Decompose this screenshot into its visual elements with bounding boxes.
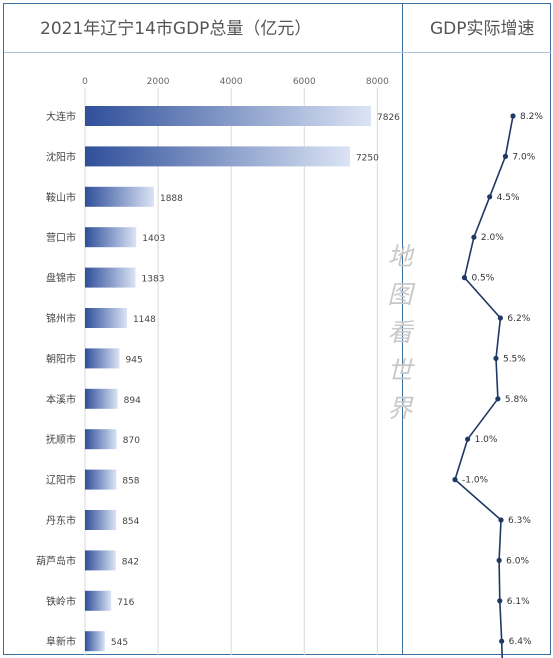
watermark-char: 地	[387, 242, 413, 271]
value-label: 7250	[356, 153, 379, 163]
growth-label: 6.0%	[506, 556, 529, 566]
growth-point	[465, 436, 471, 442]
bar	[85, 429, 117, 450]
value-label: 842	[122, 557, 139, 567]
category-label: 鞍山市	[46, 191, 76, 204]
growth-point	[498, 517, 504, 523]
category-label: 丹东市	[46, 514, 76, 527]
category-label: 葫芦岛市	[36, 554, 76, 567]
growth-label: 6.3%	[508, 516, 531, 526]
value-label: 854	[122, 517, 139, 527]
growth-point	[510, 113, 516, 119]
growth-label: -1.0%	[462, 476, 489, 486]
growth-point	[497, 315, 503, 321]
growth-point	[461, 275, 468, 281]
value-label: 716	[117, 598, 134, 608]
growth-point	[487, 194, 493, 200]
growth-label: 1.0%	[475, 435, 498, 445]
watermark-char: 看	[387, 318, 413, 347]
watermark-char: 世	[387, 356, 413, 385]
growth-point	[497, 598, 503, 604]
value-label: 858	[122, 477, 139, 487]
line-chart-title: GDP实际增速	[430, 19, 535, 39]
value-label: 1888	[160, 194, 183, 204]
watermark-char: 图	[387, 280, 413, 309]
bar	[85, 227, 137, 248]
growth-point	[471, 234, 477, 240]
growth-label: 5.8%	[505, 395, 528, 405]
growth-label: 6.2%	[507, 314, 530, 324]
x-tick-label: 0	[82, 77, 88, 87]
value-label: 894	[124, 396, 141, 406]
category-label: 辽阳市	[46, 474, 76, 487]
bar	[85, 631, 105, 652]
watermark: 地 图 看 世 界	[385, 238, 415, 428]
chart-frame	[3, 3, 551, 655]
category-label: 铁岭市	[46, 595, 76, 608]
category-label: 营口市	[46, 231, 76, 244]
growth-label: 0.5%	[471, 274, 494, 284]
growth-point	[502, 153, 509, 159]
value-label: 945	[126, 355, 143, 365]
growth-label: 6.1%	[507, 597, 530, 607]
category-label: 大连市	[46, 110, 76, 123]
growth-label: 6.4%	[509, 637, 532, 647]
bar	[85, 469, 117, 490]
x-tick-label: 6000	[293, 77, 316, 87]
growth-point	[452, 477, 458, 483]
category-label: 阜新市	[46, 635, 76, 648]
growth-label: 8.2%	[520, 112, 543, 122]
growth-point	[496, 557, 502, 564]
title-rule	[4, 52, 551, 53]
growth-point	[493, 355, 499, 361]
value-label: 7826	[377, 113, 400, 123]
bar	[85, 510, 117, 530]
growth-label: 5.5%	[503, 354, 526, 364]
category-label: 抚顺市	[46, 433, 76, 446]
bar	[85, 388, 118, 409]
value-label: 1383	[142, 275, 165, 285]
growth-label: 4.5%	[497, 193, 520, 203]
growth-label: 2.0%	[481, 233, 504, 243]
watermark-char: 界	[387, 394, 413, 423]
category-label: 沈阳市	[46, 150, 76, 163]
bar	[85, 590, 112, 611]
bar	[85, 186, 154, 207]
bar	[85, 550, 116, 571]
category-label: 盘锦市	[46, 272, 76, 285]
value-label: 545	[111, 638, 128, 648]
value-label: 1148	[133, 315, 156, 325]
x-tick-label: 8000	[366, 77, 389, 87]
growth-label: 7.0%	[512, 152, 535, 162]
category-label: 本溪市	[46, 393, 76, 406]
bar	[85, 146, 350, 167]
bar-chart-title: 2021年辽宁14市GDP总量（亿元）	[40, 19, 312, 39]
x-tick-label: 4000	[220, 77, 243, 87]
bar	[85, 106, 371, 126]
bar	[85, 308, 127, 328]
bar	[85, 267, 136, 288]
panel-divider	[402, 3, 403, 655]
category-label: 锦州市	[46, 312, 76, 325]
bar	[85, 348, 120, 369]
category-label: 朝阳市	[46, 352, 76, 365]
growth-point	[499, 638, 505, 644]
value-label: 1403	[142, 234, 165, 244]
x-tick-label: 2000	[147, 77, 170, 87]
growth-point	[495, 396, 501, 402]
value-label: 870	[123, 436, 140, 446]
